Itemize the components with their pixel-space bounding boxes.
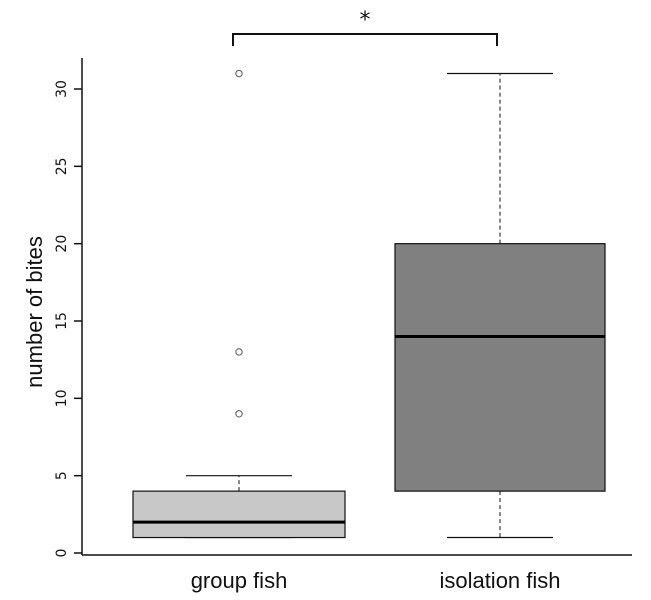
category-labels: group fish isolation fish [191, 568, 561, 593]
outlier-point [235, 69, 243, 78]
y-tick-label-0: 0 [54, 549, 70, 558]
y-tick-label-20: 20 [54, 235, 70, 253]
y-tick-label-25: 25 [54, 157, 70, 175]
significance-bracket-line [232, 33, 498, 46]
y-tick-label-5: 5 [54, 471, 70, 480]
outlier-point [235, 410, 243, 418]
boxes [132, 69, 606, 539]
x-category-label-isolation-fish: isolation fish [439, 568, 560, 593]
y-axis-title: number of bites [22, 236, 47, 388]
significance-label: * [360, 8, 371, 33]
significance-bracket: * [232, 8, 498, 46]
plot-area: 0 5 10 15 20 25 30 * group fish isolation fish [54, 8, 632, 593]
iqr-box [132, 490, 346, 539]
y-tick-label-30: 30 [54, 80, 70, 98]
y-tick-label-10: 10 [54, 389, 70, 407]
y-axis-ticks: 0 5 10 15 20 25 30 [54, 80, 82, 557]
y-tick-label-15: 15 [54, 312, 70, 330]
box-group-fish [132, 69, 346, 539]
x-category-label-group-fish: group fish [191, 568, 288, 593]
iqr-box [394, 243, 606, 492]
outlier-point [235, 348, 243, 356]
box-isolation-fish [394, 72, 606, 539]
